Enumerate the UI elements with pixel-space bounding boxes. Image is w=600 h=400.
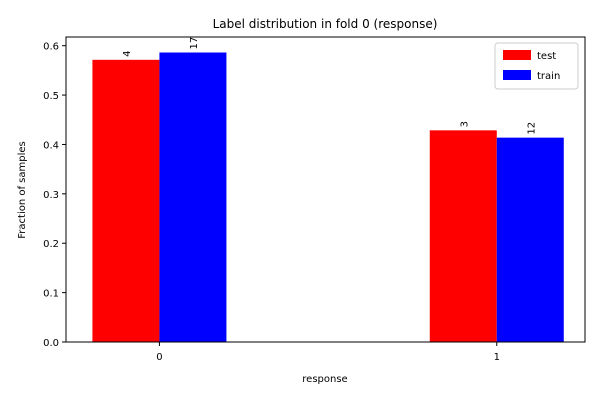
chart-title: Label distribution in fold 0 (response) <box>213 17 438 31</box>
legend-label-train: train <box>537 71 560 82</box>
bar-train-1 <box>496 137 564 342</box>
bar-label-test-0: 4 <box>122 50 133 56</box>
bar-test-0 <box>92 59 160 343</box>
axes-frame <box>65 36 586 343</box>
plot-area: 4 3 17 12 <box>92 37 564 343</box>
y-tick-label: 0.4 <box>43 140 59 151</box>
y-tick-label: 0.3 <box>43 190 59 201</box>
legend-box <box>494 42 579 90</box>
y-tick-label: 0.2 <box>43 239 59 250</box>
y-tick-label: 0.0 <box>43 338 59 349</box>
x-tick-label: 0 <box>156 352 162 363</box>
legend-swatch-test <box>503 50 531 60</box>
y-axis: 0.0 0.1 0.2 0.3 0.4 0.5 0.6 <box>43 42 66 349</box>
bar-train-0 <box>159 52 227 342</box>
legend-swatch-train <box>503 70 531 80</box>
y-tick-label: 0.1 <box>43 289 59 300</box>
x-tick-label: 1 <box>494 352 500 363</box>
bar-label-train-0: 17 <box>189 37 200 50</box>
bar-label-test-1: 3 <box>459 121 470 127</box>
legend: test train <box>494 42 579 90</box>
x-axis-label: response <box>302 374 347 385</box>
y-tick-label: 0.6 <box>43 42 59 53</box>
y-axis-label: Fraction of samples <box>17 141 28 238</box>
bar-label-train-1: 12 <box>526 122 537 135</box>
y-tick-label: 0.5 <box>43 91 59 102</box>
bar-test-1 <box>429 130 497 342</box>
legend-label-test: test <box>537 51 556 62</box>
